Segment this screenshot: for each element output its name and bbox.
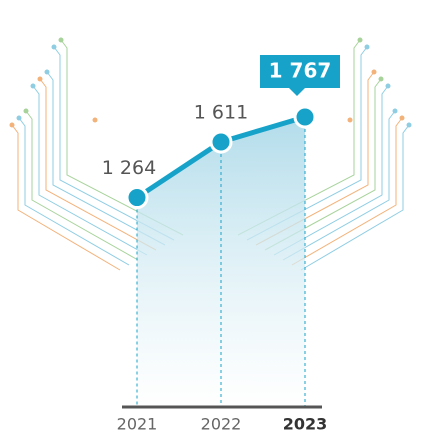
circuit-dot (24, 109, 29, 114)
circuit-dot (45, 70, 50, 75)
point (211, 132, 231, 152)
chart: 2021 1 264 2022 1 611 2023 1 767 (0, 0, 421, 433)
page: 20211 26420221 61120231 767 (() => { con… (0, 0, 421, 433)
circuit-line (12, 125, 120, 270)
circuit-dot (93, 118, 98, 123)
circuit-dot (365, 45, 370, 50)
circuit-dot (38, 77, 43, 82)
value-label: 1 767 (269, 59, 332, 83)
circuit-dot (348, 118, 353, 123)
circuit-dot (10, 123, 15, 128)
circuit-dot (17, 116, 22, 121)
x-tick-label: 2021 (117, 415, 158, 433)
x-tick-label: 2023 (283, 415, 328, 433)
x-tick-label: 2022 (201, 415, 242, 433)
circuit-dot (372, 70, 377, 75)
circuit-dot (386, 84, 391, 89)
point (127, 188, 147, 208)
circuit-dot (59, 38, 64, 43)
circuit-line (301, 125, 409, 270)
point (295, 107, 315, 127)
circuit-dot (52, 45, 57, 50)
circuit-dot (400, 116, 405, 121)
circuit-dot (379, 77, 384, 82)
value-label: 1 264 (102, 157, 156, 179)
circuit-dot (358, 38, 363, 43)
circuit-dot (31, 84, 36, 89)
value-label: 1 611 (194, 101, 248, 123)
circuit-dot (407, 123, 412, 128)
circuit-dot (393, 109, 398, 114)
